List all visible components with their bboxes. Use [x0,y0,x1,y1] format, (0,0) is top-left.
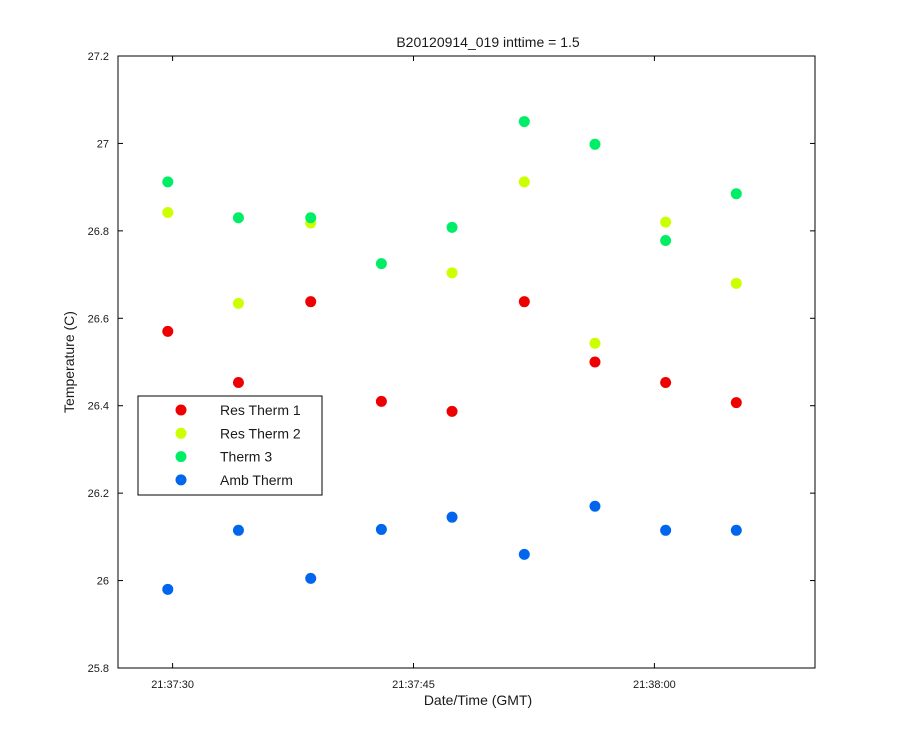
data-point [232,297,244,309]
legend-marker [175,474,187,486]
y-axis-label: Temperature (C) [61,311,77,413]
data-point [305,296,317,308]
legend-marker [175,451,187,463]
data-point [305,212,317,224]
data-point [162,325,174,337]
data-point [589,138,601,150]
y-tick-label: 27 [97,138,109,150]
data-point [446,511,458,523]
legend-label: Amb Therm [220,472,293,488]
data-point [589,337,601,349]
data-point [660,216,672,228]
legend-label: Res Therm 2 [220,425,301,441]
data-point [446,221,458,233]
data-point [589,500,601,512]
legend-label: Therm 3 [220,449,272,465]
data-point [730,397,742,409]
data-point [730,524,742,536]
data-point [518,116,530,128]
x-tick-label: 21:37:30 [151,679,194,691]
y-tick-label: 26 [97,576,109,588]
y-tick-label: 25.8 [88,663,109,675]
data-point [589,356,601,368]
series-amb-therm [162,500,742,595]
legend-marker [175,404,187,416]
data-point [660,524,672,536]
data-point [660,377,672,389]
x-tick-label: 21:38:00 [633,679,676,691]
data-point [518,296,530,308]
data-point [730,277,742,289]
data-point [375,258,387,270]
data-point [446,405,458,417]
data-point [446,267,458,279]
legend-box [137,395,323,496]
y-tick-label: 27.2 [88,51,109,63]
data-point [232,524,244,536]
data-point [232,377,244,389]
plot-area-frame [117,55,816,669]
axis-ticks: 25.8 26 26.2 26.4 26.6 26.8 27 27.2 21:37:30 21:3… [88,51,815,691]
data-point [375,395,387,407]
y-tick-label: 26.4 [88,401,109,413]
legend-label: Res Therm 1 [220,402,301,418]
data-point [162,206,174,218]
data-point [518,176,530,188]
y-tick-label: 26.2 [88,488,109,500]
chart-title: B20120914_019 inttime = 1.5 [396,34,580,50]
data-point [162,583,174,595]
y-tick-label: 26.6 [88,313,109,325]
data-point [518,548,530,560]
data-point [730,188,742,200]
data-point [305,572,317,584]
data-point [660,234,672,246]
legend-marker [175,427,187,439]
x-axis-label: Date/Time (GMT) [424,692,532,708]
data-point [375,523,387,535]
legend: Res Therm 1 Res Therm 2 Therm 3 Amb Therm [137,395,323,496]
data-points [162,116,742,595]
x-tick-label: 21:37:45 [392,679,435,691]
series-res-therm-1 [162,296,742,417]
series-therm-3 [162,116,742,270]
y-tick-label: 26.8 [88,226,109,238]
data-point [162,176,174,188]
data-point [232,212,244,224]
